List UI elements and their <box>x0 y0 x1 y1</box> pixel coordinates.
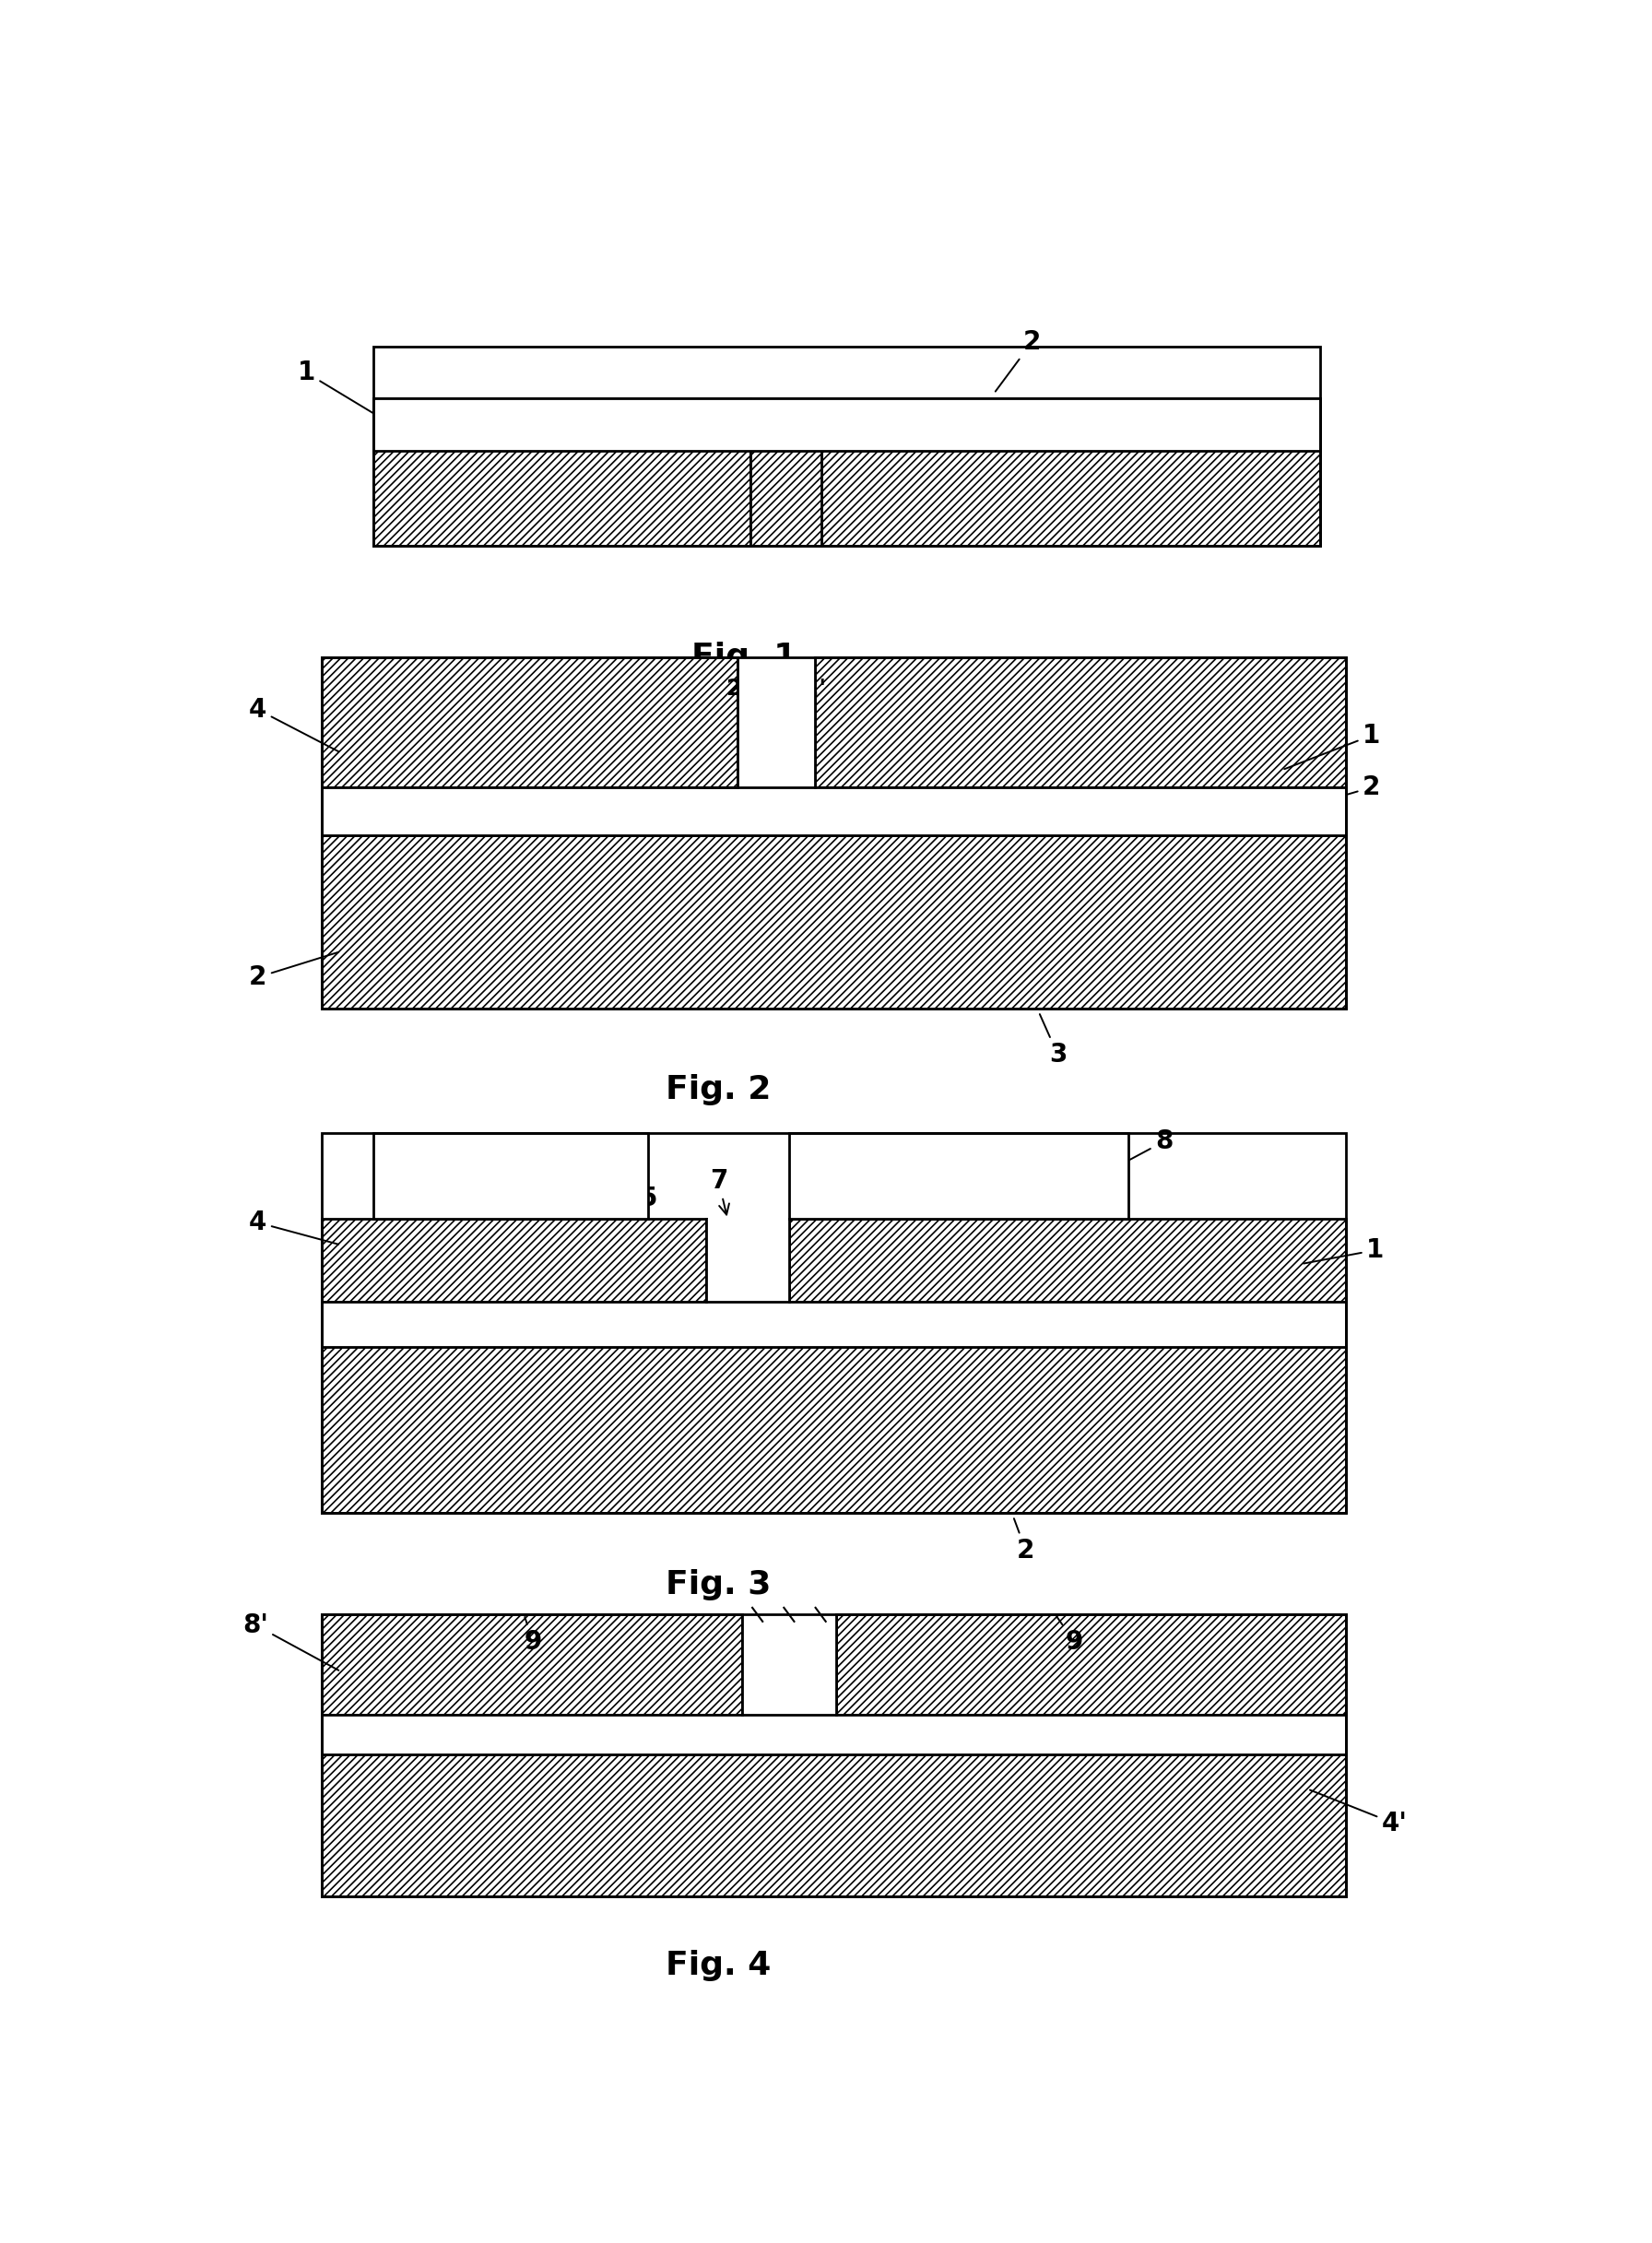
Text: 4: 4 <box>249 698 339 751</box>
Bar <box>322 1615 742 1714</box>
Bar <box>790 1220 1346 1301</box>
Bar <box>790 1133 1128 1220</box>
Bar <box>705 1220 790 1301</box>
Text: 6: 6 <box>824 1157 846 1200</box>
Text: 4: 4 <box>249 1209 339 1245</box>
Text: 2: 2 <box>1303 774 1381 807</box>
Text: Fig. 1: Fig. 1 <box>692 641 796 673</box>
Bar <box>322 787 1346 837</box>
Text: 4': 4' <box>1310 1790 1408 1837</box>
Text: 2: 2 <box>249 951 339 989</box>
Bar <box>322 1133 1346 1512</box>
Text: 1: 1 <box>1303 1238 1384 1263</box>
Text: 2': 2' <box>800 662 826 700</box>
Bar <box>322 1615 1346 1895</box>
Bar <box>821 399 1320 545</box>
Bar <box>322 1346 1346 1512</box>
Text: 9: 9 <box>524 1617 542 1655</box>
Text: 5: 5 <box>519 1187 657 1218</box>
Text: 3: 3 <box>1039 1014 1067 1068</box>
Text: 2: 2 <box>996 330 1041 393</box>
Bar <box>373 348 1320 545</box>
Text: 8': 8' <box>243 1613 339 1671</box>
Bar <box>322 1220 705 1301</box>
Bar <box>373 399 750 545</box>
Bar <box>836 1615 1346 1714</box>
Bar <box>814 657 1346 787</box>
Bar <box>738 657 814 787</box>
Text: 2': 2' <box>727 662 752 700</box>
Text: 8: 8 <box>1100 1128 1173 1175</box>
Bar <box>322 657 1346 1009</box>
Bar <box>373 399 1320 451</box>
Text: Fig. 3: Fig. 3 <box>666 1570 771 1602</box>
Bar <box>322 1714 1346 1754</box>
Bar <box>750 399 821 545</box>
Text: 9: 9 <box>1057 1617 1084 1655</box>
Bar <box>373 1133 648 1220</box>
Text: 2: 2 <box>1014 1519 1034 1563</box>
Text: 1: 1 <box>297 359 390 424</box>
Text: Fig. 4: Fig. 4 <box>666 1949 771 1981</box>
Bar <box>322 1301 1346 1346</box>
Text: 1: 1 <box>1284 722 1381 769</box>
Bar <box>322 657 738 787</box>
Text: L: L <box>778 1619 795 1655</box>
Text: 7: 7 <box>710 1169 729 1216</box>
Bar <box>322 837 1346 1009</box>
Bar <box>742 1615 836 1714</box>
Bar <box>322 1754 1346 1895</box>
Text: Fig. 2: Fig. 2 <box>666 1074 771 1106</box>
